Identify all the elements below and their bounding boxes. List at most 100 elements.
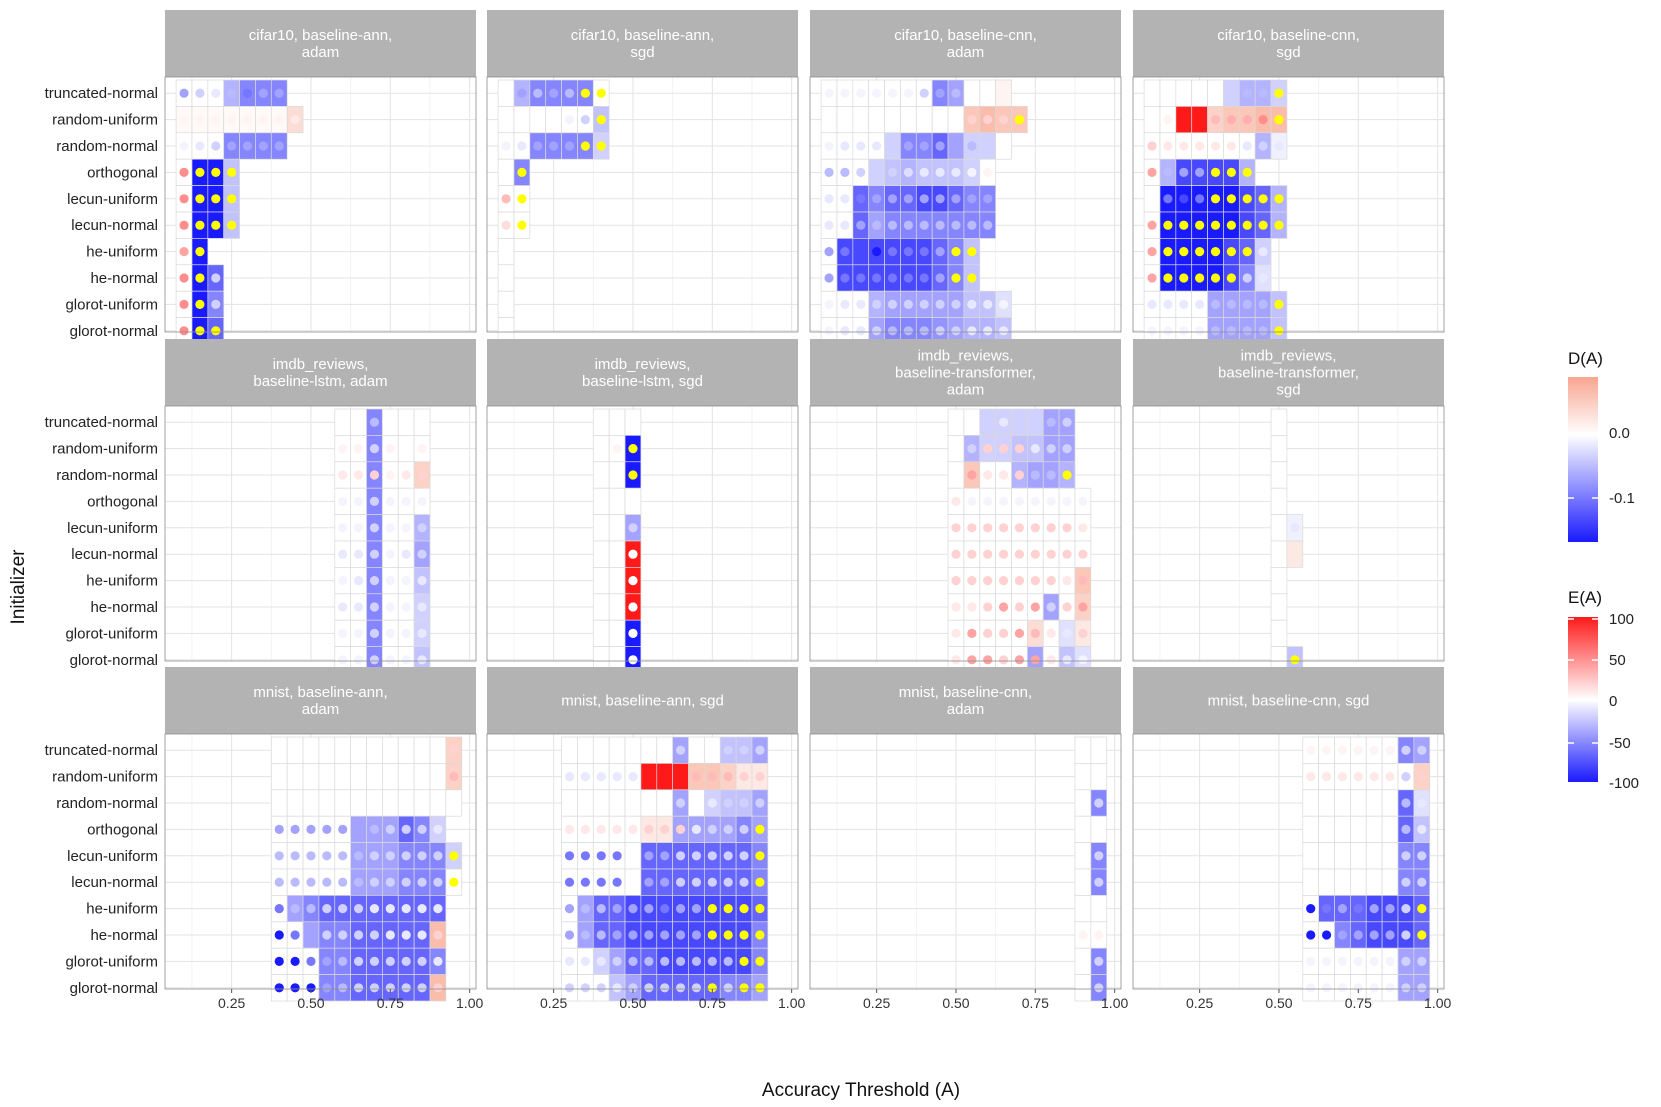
heatmap-dot [723,824,733,835]
heatmap-dot [723,983,733,993]
heatmap-cell [1318,789,1335,817]
heatmap-dot [1147,141,1157,151]
heatmap-dot [998,299,1009,309]
heatmap-dot [580,930,590,940]
heatmap-dot [322,983,332,993]
heatmap-dot [1226,247,1236,257]
heatmap-dot [951,194,961,204]
heatmap-dot [596,983,606,993]
y-tick-label: lecun-uniform [67,848,158,865]
facet-panel: imdb_reviews,baseline-transformer,sgd [1132,339,1445,674]
facet-strip-label: sgd [1276,44,1300,61]
heatmap-cell [608,408,626,436]
heatmap-dot [612,824,622,835]
panel-border [1132,405,1445,662]
heatmap-dot [951,628,961,639]
heatmap-dot [179,115,189,125]
heatmap-dot [691,824,702,835]
heatmap-dot [1353,904,1363,914]
heatmap-cell [688,736,705,764]
heatmap-dot [983,470,993,480]
heatmap-dot [903,247,913,257]
heatmap-dot [1258,273,1268,283]
heatmap-cell [1286,540,1304,568]
heatmap-dot [1369,983,1379,993]
heatmap-cell [1302,842,1319,870]
facet-strip-label: baseline-transformer, [895,365,1036,382]
heatmap-dot [840,194,850,204]
heatmap-dot [211,167,221,177]
x-axis-title: Accuracy Threshold (A) [762,1080,960,1101]
heatmap-dot [1062,549,1072,559]
heatmap-dot [967,194,977,204]
heatmap-dot [998,115,1009,125]
heatmap-dot [1014,470,1025,480]
heatmap-dot [417,983,427,993]
heatmap-cell [656,736,673,764]
heatmap-dot [211,299,221,309]
heatmap-dot [691,772,702,782]
heatmap-dot [983,141,993,151]
heatmap-dot [1078,930,1088,940]
heatmap-dot [998,496,1009,506]
heatmap-dot [660,824,670,835]
x-tick-label: 0.50 [619,995,646,1011]
heatmap-dot [628,655,638,665]
heatmap-cell [608,593,626,621]
x-tick-labels: 0.25 0.50 0.75 1.00 0.25 0.50 0.75 1.00 0.25 0.50… [218,989,1451,1011]
heatmap-dot [1274,88,1284,98]
facet-strip [165,667,476,734]
y-tick-labels: truncated-normal random-uniform random-nor… [45,85,158,997]
heatmap-dot [596,88,606,98]
x-tick-label: 0.25 [218,995,245,1011]
heatmap-dot [417,824,427,835]
fill-legend-label: -0.1 [1609,490,1635,507]
heatmap-cell [1318,842,1335,870]
heatmap-dot [1078,549,1088,559]
heatmap-dot [1163,326,1173,336]
heatmap-dot [824,273,834,283]
heatmap-dot [179,247,189,257]
facet-strip-label: cifar10, baseline-cnn, [894,27,1037,44]
heatmap-cell [1074,789,1092,817]
heatmap-dot [322,824,332,835]
heatmap-dot [385,576,395,586]
heatmap-dot [660,904,670,914]
facet-strip-label: mnist, baseline-ann, [253,684,387,701]
heatmap-dot [564,983,575,993]
heatmap-dot [1163,141,1173,151]
heatmap-dot [983,523,993,533]
heatmap-dot [195,194,205,204]
heatmap-dot [1369,930,1379,940]
heatmap-dot [856,194,866,204]
heatmap-dot [1046,602,1056,612]
heatmap-cell [529,106,547,134]
heatmap-dot [1242,247,1252,257]
heatmap-dot [1353,930,1363,940]
heatmap-dot [1030,655,1040,665]
heatmap-cell [513,106,531,134]
heatmap-dot [1014,628,1025,639]
y-tick-label: random-normal [56,138,158,155]
heatmap-dot [660,772,670,782]
heatmap-dot [707,877,717,887]
heatmap-dot [856,220,866,230]
heatmap-cell [397,435,415,463]
heatmap-dot [935,247,945,257]
heatmap-dot [824,141,834,151]
heatmap-dot [211,194,221,204]
panel-border [809,733,1122,990]
heatmap-dot [919,247,929,257]
heatmap-dot [967,247,977,257]
dot-legend-label: 50 [1609,652,1626,669]
heatmap-cell [286,763,304,791]
heatmap-cell [302,736,320,764]
heatmap-dot [903,326,913,336]
heatmap-cell [1365,842,1383,870]
heatmap-cell [900,106,917,134]
heatmap-dot [691,983,702,993]
heatmap-dot [195,88,205,98]
heatmap-dot [723,851,733,861]
heatmap-dot [338,602,348,612]
